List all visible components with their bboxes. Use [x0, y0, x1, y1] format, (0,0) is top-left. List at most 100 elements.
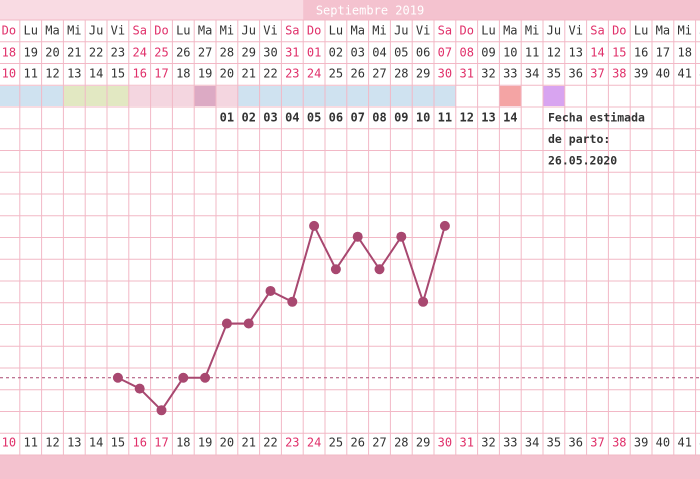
pregnancy-day: 06: [329, 111, 343, 125]
cycle-day: 37: [590, 436, 604, 450]
date: 11: [525, 46, 539, 60]
cycle-day: 20: [220, 67, 234, 81]
temperature-point: [396, 231, 407, 242]
cycle-day: 24: [307, 436, 321, 450]
cycle-day: 14: [89, 67, 103, 81]
cycle-day: 17: [154, 436, 168, 450]
status-cell: [128, 86, 151, 106]
day-name: Ju: [241, 24, 255, 38]
cycle-day: 15: [111, 67, 125, 81]
cycle-day: 31: [459, 436, 473, 450]
date: 21: [67, 46, 81, 60]
cycle-day: 38: [612, 436, 626, 450]
status-cell: [543, 86, 565, 106]
day-name: Mi: [67, 24, 81, 38]
day-name: Do: [612, 24, 626, 38]
cycle-day: 25: [329, 436, 343, 450]
date: 20: [45, 46, 59, 60]
temperature-point: [200, 372, 211, 383]
temperature-point: [156, 405, 167, 416]
temperature-point: [374, 264, 385, 275]
date: 17: [656, 46, 670, 60]
cycle-day: 31: [459, 67, 473, 81]
status-cell: [216, 86, 238, 106]
day-name: Sa: [285, 24, 299, 38]
cycle-day: 38: [612, 67, 626, 81]
day-name: Lu: [329, 24, 343, 38]
temperature-point: [287, 296, 298, 307]
date: 23: [111, 46, 125, 60]
month-bar: [303, 0, 700, 20]
cycle-day: 10: [2, 67, 16, 81]
cycle-day: 34: [525, 436, 539, 450]
cycle-day: 33: [503, 67, 517, 81]
cycle-day: 15: [111, 436, 125, 450]
day-name: Ju: [547, 24, 561, 38]
date: 16: [634, 46, 648, 60]
pregnancy-day: 11: [438, 111, 452, 125]
day-name: Lu: [23, 24, 37, 38]
cycle-day: 35: [547, 67, 561, 81]
temperature-point: [178, 372, 189, 383]
day-name: Vi: [568, 24, 582, 38]
cycle-day: 25: [329, 67, 343, 81]
date: 31: [285, 46, 299, 60]
cycle-day: 11: [23, 67, 37, 81]
temperature-point: [439, 220, 450, 231]
status-cell: [434, 86, 456, 106]
cycle-day: 39: [634, 436, 648, 450]
temperature-line: [117, 223, 446, 412]
date: 03: [350, 46, 364, 60]
cycle-day: 24: [307, 67, 321, 81]
pregnancy-day: 04: [285, 111, 299, 125]
status-cell: [368, 86, 391, 106]
cycle-day: 37: [590, 67, 604, 81]
day-name: Sa: [590, 24, 604, 38]
cycle-day: 30: [438, 67, 452, 81]
temperature-point: [418, 296, 429, 307]
cycle-day: 36: [568, 67, 582, 81]
status-cell: [194, 86, 216, 106]
date: 30: [263, 46, 277, 60]
date: 27: [198, 46, 212, 60]
status-cell: [237, 86, 260, 106]
date: 04: [372, 46, 386, 60]
day-name: Ma: [503, 24, 517, 38]
date: 09: [481, 46, 495, 60]
pregnancy-day: 02: [241, 111, 255, 125]
day-name: Mi: [220, 24, 234, 38]
cycle-day: 11: [23, 436, 37, 450]
date: 10: [503, 46, 517, 60]
cycle-day: 28: [394, 67, 408, 81]
cycle-day: 32: [481, 436, 495, 450]
cycle-day: 18: [176, 436, 190, 450]
cycle-day: 22: [263, 67, 277, 81]
date: 05: [394, 46, 408, 60]
day-name: Vi: [111, 24, 125, 38]
date: 07: [438, 46, 452, 60]
cycle-day: 35: [547, 436, 561, 450]
pregnancy-day: 01: [220, 111, 234, 125]
date: 06: [416, 46, 430, 60]
cycle-day: 13: [67, 436, 81, 450]
date: 25: [154, 46, 168, 60]
pregnancy-day: 10: [416, 111, 430, 125]
status-cell: [63, 86, 86, 106]
cycle-day: 32: [481, 67, 495, 81]
cycle-day: 12: [45, 67, 59, 81]
status-cell: [19, 86, 42, 106]
temperature-point: [221, 318, 232, 329]
status-cell: [0, 86, 20, 106]
day-name: Ma: [656, 24, 670, 38]
cycle-day: 17: [154, 67, 168, 81]
cycle-day: 13: [67, 67, 81, 81]
cycle-day: 34: [525, 67, 539, 81]
month-title: Septiembre 2019: [316, 4, 424, 18]
cycle-day: 33: [503, 436, 517, 450]
cycle-day: 20: [220, 436, 234, 450]
status-cell: [412, 86, 434, 106]
day-name: Sa: [438, 24, 452, 38]
cycle-day: 12: [45, 436, 59, 450]
status-cell: [281, 86, 304, 106]
cycle-day: 29: [416, 436, 430, 450]
